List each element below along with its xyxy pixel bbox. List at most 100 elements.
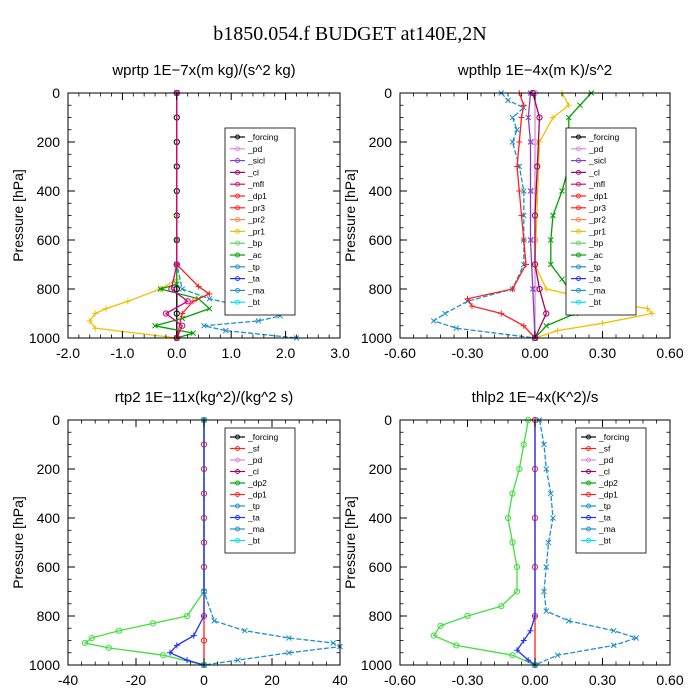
legend-label: _tp [247, 501, 260, 511]
legend-label: _pr2 [588, 215, 606, 225]
data-point [179, 322, 186, 329]
chart-title: wpthlp 1E−4x(m K)/s^2 [457, 62, 612, 79]
x-tick-label: 0.00 [521, 672, 548, 688]
x-tick-label: -2.0 [56, 345, 80, 361]
legend-label: _ac [247, 250, 262, 260]
legend-marker [576, 276, 581, 282]
y-tick-label: 800 [37, 608, 61, 624]
legend-label: _forcing [247, 432, 279, 442]
legend-marker [576, 228, 581, 234]
legend-marker [586, 526, 591, 532]
data-point [649, 310, 655, 317]
legend-label: _pr2 [247, 215, 265, 225]
data-point [255, 317, 262, 324]
data-point [509, 539, 516, 546]
y-tick-label: 800 [369, 281, 393, 297]
data-point [152, 322, 158, 329]
legend-marker [235, 158, 240, 164]
data-point [543, 322, 550, 329]
legend-label: _tp [247, 262, 260, 272]
data-point [516, 465, 523, 473]
legend-label: _bp [588, 238, 603, 248]
y-tick-label: 800 [369, 608, 393, 624]
x-tick-label: 0.30 [589, 345, 616, 361]
data-point [543, 286, 550, 292]
legend-marker [576, 205, 581, 211]
data-point [516, 139, 523, 145]
data-point [124, 298, 131, 305]
legend-marker [235, 299, 240, 305]
legend-marker [586, 434, 591, 440]
legend-label: _ac [588, 250, 603, 260]
legend-marker [235, 287, 240, 293]
x-tick-label: 0.60 [656, 345, 683, 361]
data-point [565, 102, 572, 109]
y-tick-label: 400 [369, 183, 393, 199]
legend-marker [576, 134, 581, 140]
legend-label: _cl [588, 167, 600, 177]
data-point [520, 102, 527, 109]
series-line [534, 419, 639, 666]
x-tick-label: -20 [126, 672, 146, 688]
series-line [168, 420, 205, 666]
legend-label: _ta [588, 274, 601, 284]
data-point [442, 310, 448, 317]
data-point [527, 627, 534, 634]
series-line [203, 420, 343, 666]
legend-label: _ma [598, 524, 616, 534]
data-point [525, 114, 532, 121]
data-point [167, 649, 173, 656]
legend-marker [576, 193, 581, 199]
legend-label: _pd [598, 455, 613, 465]
y-axis-label: Pressure [hPa] [10, 169, 26, 262]
y-tick-label: 0 [52, 412, 60, 428]
legend-marker [235, 252, 240, 258]
data-point [195, 283, 202, 290]
legend-marker [576, 299, 581, 305]
legend-marker [235, 193, 240, 199]
data-point [206, 295, 213, 302]
data-point [464, 295, 471, 302]
x-tick-label: -40 [58, 672, 78, 688]
legend-label: _sf [247, 444, 260, 454]
legend: _forcing _sf_pd _cl_dp2 _dp1_tp _ta_ma _bt [224, 427, 296, 554]
data-point [190, 330, 196, 336]
y-tick-label: 600 [37, 232, 61, 248]
data-point [190, 298, 197, 305]
y-tick-label: 0 [52, 85, 60, 101]
chart-panel-3: rtp2 1E−11x(kg^2)/(kg^2 s) Pressure [hPa]… [10, 389, 348, 688]
legend-label: _sf [598, 444, 611, 454]
legend-label: _bt [588, 297, 601, 307]
data-point [554, 327, 561, 334]
data-point [86, 317, 93, 324]
data-point [550, 212, 556, 219]
data-point [179, 310, 186, 317]
data-point [430, 317, 437, 324]
legend-marker [586, 503, 591, 509]
data-point [160, 652, 167, 659]
chart-panel-4: thlp2 1E−4x(K^2)/s Pressure [hPa] -0.60 -0.… [342, 389, 684, 688]
data-point [437, 622, 444, 629]
y-tick-label: 200 [37, 134, 61, 150]
legend-marker [576, 169, 581, 175]
data-point [554, 652, 561, 659]
data-point [536, 285, 543, 293]
data-point [179, 286, 186, 292]
data-point [105, 644, 112, 651]
legend-marker [576, 240, 581, 246]
legend-marker [235, 526, 240, 532]
data-point [286, 635, 292, 641]
x-tick-label: -0.30 [452, 672, 484, 688]
data-point [520, 322, 527, 329]
legend-label: _forcing [247, 132, 279, 142]
legend-label: _cl [247, 167, 259, 177]
legend-label: _tp [598, 501, 611, 511]
data-point [541, 588, 547, 595]
data-point [543, 310, 550, 317]
data-point [543, 564, 550, 570]
legend-label: _dp1 [598, 490, 618, 500]
legend: _forcing _pd _sicl_cl _mfl _dp1 _pr3 _pr2_pr1 _… [224, 127, 296, 316]
figure-title: b1850.054.f BUDGET at140E,2N [213, 23, 487, 45]
data-point [559, 276, 565, 283]
data-point [577, 102, 583, 109]
